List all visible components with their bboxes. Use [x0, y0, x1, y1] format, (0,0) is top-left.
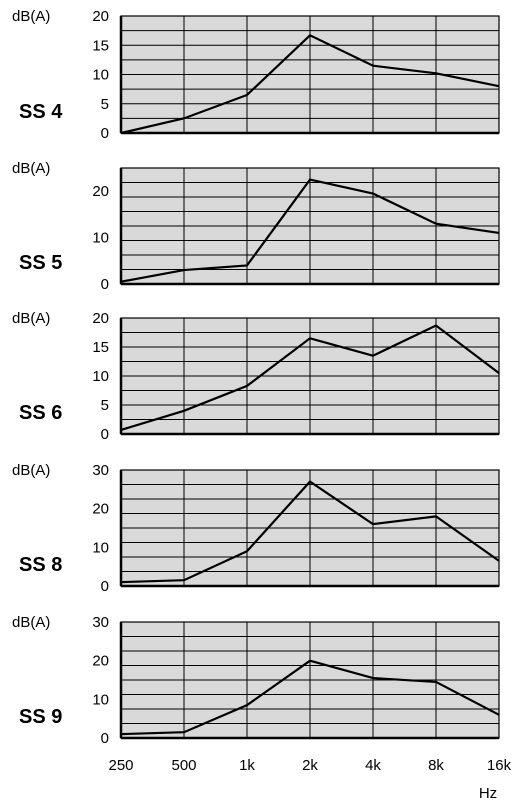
chart-panel-1: 0 5 10 15 20 dB(A) SS 4: [12, 8, 500, 142]
y-tick-label: 0: [101, 125, 109, 142]
chart-panel-5: 0 10 20 30 dB(A) SS 9: [12, 614, 500, 747]
y-tick-label: 30: [92, 462, 109, 479]
y-tick-label: 10: [92, 539, 109, 556]
y-tick-label: 20: [92, 8, 109, 25]
y-unit-label: dB(A): [12, 310, 50, 327]
y-tick-label: 10: [92, 230, 109, 247]
y-tick-label: 10: [92, 691, 109, 708]
y-tick-label: 0: [101, 730, 109, 747]
y-tick-label: 20: [92, 501, 109, 518]
panel-label: SS 4: [19, 101, 63, 123]
y-tick-label: 15: [92, 339, 109, 356]
y-tick-label: 10: [92, 368, 109, 385]
chart-panel-3: 0 5 10 15 20 dB(A) SS 6: [12, 310, 500, 443]
x-unit-label: Hz: [479, 785, 497, 802]
y-unit-label: dB(A): [12, 160, 50, 177]
y-tick-label: 5: [101, 96, 109, 113]
y-tick-label: 20: [92, 310, 109, 327]
panel-label: SS 9: [19, 706, 62, 728]
y-tick-label: 5: [101, 397, 109, 414]
panel-label: SS 8: [19, 554, 62, 576]
y-tick-label: 20: [92, 653, 109, 670]
x-tick-label: 2k: [302, 757, 318, 774]
x-tick-label: 8k: [428, 757, 444, 774]
chart-panel-4: 0 10 20 30 dB(A) SS 8: [12, 462, 500, 595]
panel-label: SS 5: [19, 252, 62, 274]
x-tick-label: 4k: [365, 757, 381, 774]
x-tick-label: 500: [171, 757, 196, 774]
y-tick-label: 15: [92, 37, 109, 54]
x-tick-label: 1k: [239, 757, 255, 774]
y-tick-label: 0: [101, 578, 109, 595]
y-unit-label: dB(A): [12, 462, 50, 479]
y-unit-label: dB(A): [12, 8, 50, 25]
y-tick-label: 20: [92, 183, 109, 200]
chart-panel-2: 0 10 20 dB(A) SS 5: [12, 160, 500, 293]
panel-label: SS 6: [19, 402, 62, 424]
y-tick-label: 0: [101, 276, 109, 293]
y-tick-label: 10: [92, 67, 109, 84]
y-tick-label: 0: [101, 426, 109, 443]
y-unit-label: dB(A): [12, 614, 50, 631]
x-tick-label: 16k: [487, 757, 512, 774]
y-tick-label: 30: [92, 614, 109, 631]
x-tick-label: 250: [108, 757, 133, 774]
